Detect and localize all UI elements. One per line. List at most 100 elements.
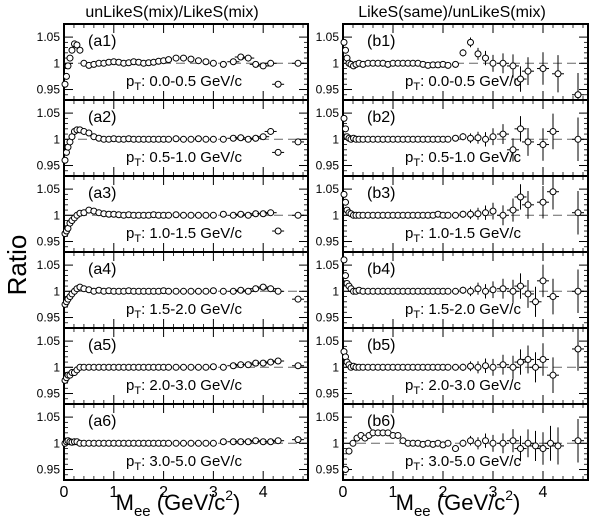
x-label-main: M — [396, 490, 414, 515]
y-tick-label: 1 — [332, 436, 339, 450]
data-point — [482, 287, 489, 295]
data-point — [194, 363, 202, 371]
pt-range-label: pT: 2.0-3.0 GeV/c — [405, 377, 521, 397]
data-point — [180, 287, 188, 295]
data-point — [187, 363, 195, 371]
data-point — [459, 133, 467, 141]
data-point — [524, 138, 532, 146]
data-point — [444, 61, 452, 69]
data-point — [180, 211, 188, 219]
data-point — [267, 209, 275, 217]
data-point — [482, 54, 489, 62]
panel-b4: 0.95 1 1.05 (b4) pT: 1.5-2.0 GeV/c — [316, 251, 589, 329]
data-point — [524, 355, 532, 363]
data-point — [467, 287, 474, 295]
data-point — [549, 127, 557, 135]
data-point — [209, 135, 217, 143]
data-point — [68, 46, 76, 54]
data-point — [524, 290, 532, 298]
panel-a4: 0.95 1 1.05 (a4) pT: 1.5-2.0 GeV/c — [37, 251, 309, 329]
data-point — [474, 134, 482, 142]
panel-a3: 0.95 1 1.05 (a3) pT: 1.0-1.5 GeV/c — [37, 175, 309, 253]
data-point — [554, 70, 562, 78]
data-point — [532, 363, 539, 371]
y-tick-label: 0.95 — [316, 159, 340, 173]
data-point — [489, 286, 497, 294]
data-point — [342, 466, 349, 474]
y-tick-label: 1 — [53, 56, 60, 70]
data-point — [509, 62, 517, 70]
panel-label: (a4) — [88, 261, 116, 278]
data-point — [66, 54, 74, 62]
data-point — [229, 134, 237, 142]
pt-range-label: pT: 3.0-5.0 GeV/c — [126, 453, 242, 473]
y-tick-label: 1.05 — [316, 410, 340, 424]
x-tick-label: 1 — [389, 484, 398, 501]
y-tick-label: 1.05 — [316, 30, 340, 44]
data-point — [194, 57, 202, 65]
data-point — [172, 363, 180, 371]
data-point — [209, 59, 217, 67]
data-point — [499, 211, 507, 219]
data-point — [517, 282, 524, 290]
data-point — [539, 277, 547, 285]
y-tick-label: 0.95 — [37, 235, 61, 249]
data-point — [467, 134, 474, 142]
y-tick-label: 1.05 — [316, 258, 340, 272]
data-point — [219, 438, 227, 446]
data-point — [517, 193, 524, 201]
data-point — [444, 211, 452, 219]
data-point — [229, 287, 237, 295]
data-point — [61, 80, 69, 88]
data-point — [267, 285, 275, 293]
y-tick-label: 0.95 — [37, 463, 61, 477]
y-tick-label: 0.95 — [37, 387, 61, 401]
data-point — [294, 138, 302, 146]
panel-label: (b1) — [367, 33, 395, 50]
data-point — [539, 141, 547, 149]
data-point — [219, 287, 227, 295]
x-tick-label: 0 — [60, 484, 69, 501]
data-point — [459, 210, 467, 218]
data-point — [194, 135, 202, 143]
y-tick-label: 1.05 — [37, 182, 61, 196]
data-point — [549, 293, 557, 301]
panel-label: (a3) — [88, 185, 116, 202]
pt-range-label: pT: 0.0-0.5 GeV/c — [405, 73, 521, 93]
data-point — [489, 207, 497, 215]
data-point — [499, 361, 507, 369]
pt-range-label: pT: 1.0-1.5 GeV/c — [126, 225, 242, 245]
data-point — [539, 65, 547, 73]
data-point — [444, 363, 452, 371]
data-point — [524, 439, 532, 447]
y-tick-label: 1 — [332, 284, 339, 298]
y-tick-label: 1.05 — [316, 182, 340, 196]
data-point — [294, 436, 302, 444]
data-point — [459, 286, 467, 294]
data-point — [172, 135, 180, 143]
y-tick-label: 0.95 — [37, 159, 61, 173]
data-point — [274, 287, 282, 295]
data-point — [459, 49, 467, 57]
data-point — [194, 439, 202, 447]
x-label-main: M — [116, 490, 134, 515]
data-point — [194, 211, 202, 219]
pt-range-label: pT: 0.0-0.5 GeV/c — [126, 73, 242, 93]
data-point — [244, 287, 252, 295]
data-point — [267, 59, 275, 67]
data-point — [252, 60, 260, 68]
y-tick-label: 1.05 — [316, 334, 340, 348]
data-point — [259, 359, 267, 367]
panel-a2: 0.95 1 1.05 (a2) pT: 0.5-1.0 GeV/c — [37, 99, 309, 177]
col-title-right: LikeS(same)/unLikeS(mix) — [358, 4, 546, 21]
data-point — [202, 58, 210, 66]
y-axis-label: Ratio — [2, 235, 32, 296]
x-tick-label: 4 — [539, 484, 548, 501]
col-title-left: unLikeS(mix)/LikeS(mix) — [85, 4, 258, 21]
y-tick-label: 1 — [53, 284, 60, 298]
y-tick-label: 1.05 — [37, 334, 61, 348]
pt-range-label: pT: 0.5-1.0 GeV/c — [405, 149, 521, 169]
data-point — [165, 287, 173, 295]
